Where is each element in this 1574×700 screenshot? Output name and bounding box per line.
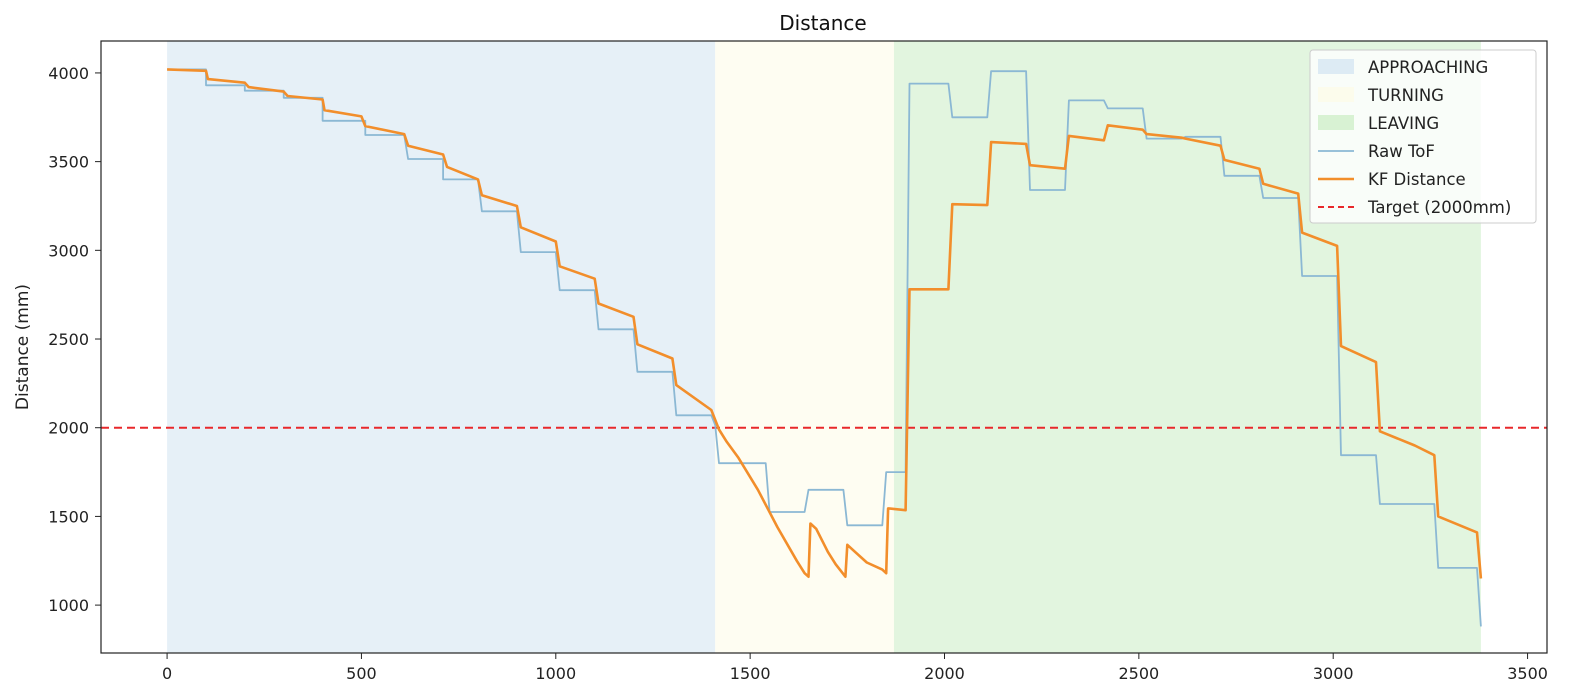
y-axis-title: Distance (mm)	[13, 284, 33, 410]
x-tick-label: 2500	[1118, 664, 1159, 683]
y-tick-label: 1000	[48, 596, 89, 615]
legend-label-turning: TURNING	[1367, 86, 1444, 105]
series-lines	[167, 68, 1483, 627]
legend-swatch-turning	[1318, 87, 1354, 102]
x-tick-label: 2000	[924, 664, 965, 683]
y-tick-label: 1500	[48, 507, 89, 526]
legend-label-leaving: LEAVING	[1368, 114, 1439, 133]
legend-swatch-approaching	[1318, 59, 1354, 74]
y-tick-label: 4000	[48, 64, 89, 83]
y-tick-label: 3000	[48, 241, 89, 260]
y-tick-label: 2500	[48, 330, 89, 349]
x-tick-label: 0	[162, 664, 172, 683]
series-line-kf-distance	[167, 68, 1483, 579]
chart-title: Distance	[779, 11, 866, 35]
plot-frame	[100, 40, 1548, 654]
legend-swatch-leaving	[1318, 115, 1354, 130]
legend-box	[1309, 49, 1537, 224]
x-tick-label: 3000	[1313, 664, 1354, 683]
region-turning	[715, 41, 894, 653]
phase-regions	[167, 41, 1481, 653]
y-axis: 1000 1500 2000 2500 3000 3500 4000	[48, 64, 101, 615]
legend-label-raw-tof: Raw ToF	[1368, 142, 1435, 161]
legend: APPROACHING TURNING LEAVING Raw ToF KF Dista…	[1309, 49, 1537, 224]
region-approaching	[167, 41, 716, 653]
x-axis: 0 500 1000 1500 2000 2500 3000 3500	[162, 653, 1548, 683]
legend-label-target-2000mm: Target (2000mm)	[1367, 198, 1511, 217]
y-tick-label: 2000	[48, 419, 89, 438]
x-tick-label: 1500	[730, 664, 771, 683]
x-tick-label: 1000	[535, 664, 576, 683]
legend-label-approaching: APPROACHING	[1368, 58, 1488, 77]
legend-items: APPROACHING TURNING LEAVING Raw ToF KF Dista…	[1318, 58, 1511, 217]
legend-label-kf-distance: KF Distance	[1368, 170, 1466, 189]
x-tick-label: 500	[346, 664, 377, 683]
y-tick-label: 3500	[48, 153, 89, 172]
x-tick-label: 3500	[1507, 664, 1548, 683]
